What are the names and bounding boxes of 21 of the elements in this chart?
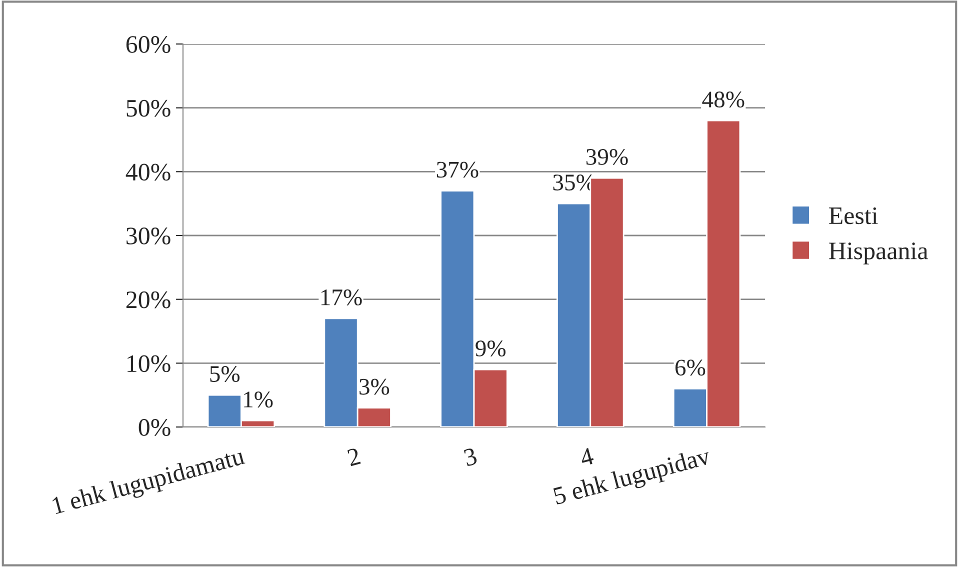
data-label: 3%	[360, 378, 390, 395]
y-tick-label: 60%	[126, 36, 170, 53]
data-label: 39%	[586, 148, 628, 165]
y-tick-label: 0%	[138, 419, 170, 436]
legend-label: Hispaania	[829, 242, 928, 264]
legend-label: Eesti	[829, 207, 878, 224]
y-tick-label: 20%	[126, 291, 170, 308]
data-label: 6%	[675, 360, 706, 376]
x-tick-label: 4	[579, 447, 595, 466]
data-label: 1%	[244, 392, 273, 408]
data-label: 37%	[436, 162, 478, 178]
data-label: 5%	[210, 366, 240, 382]
data-label: 48%	[702, 92, 744, 108]
x-tick-label: 2	[346, 448, 361, 466]
y-tick-label: 30%	[126, 228, 170, 244]
data-label: 9%	[476, 340, 506, 356]
data-label: 17%	[321, 289, 362, 306]
y-tick-label: 10%	[128, 355, 170, 372]
x-tick-label: 3	[463, 447, 478, 466]
y-tick-label: 40%	[126, 164, 170, 181]
y-tick-label: 50%	[126, 100, 170, 117]
